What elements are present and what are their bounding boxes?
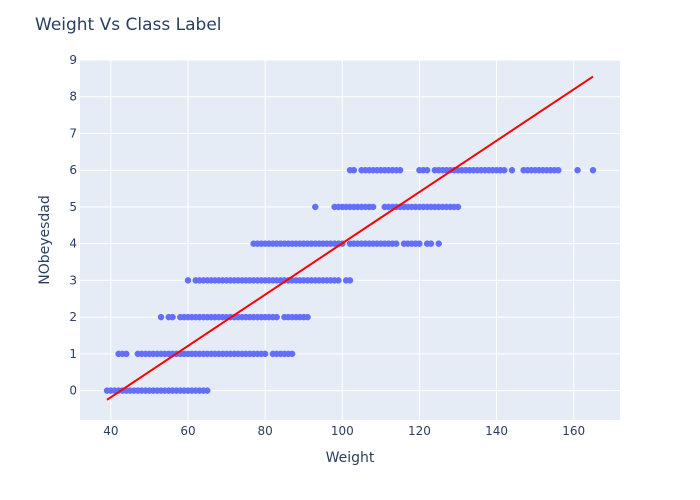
data-point bbox=[184, 277, 192, 284]
data-point bbox=[435, 240, 442, 247]
y-tick-label: 4 bbox=[69, 237, 77, 251]
data-point bbox=[312, 203, 319, 211]
data-point bbox=[304, 313, 311, 321]
data-point bbox=[427, 240, 435, 247]
data-point bbox=[123, 350, 130, 358]
y-axis-ticks: 0 1 2 3 4 5 6 7 8 9 bbox=[69, 53, 77, 398]
y-tick-label: 7 bbox=[69, 126, 77, 140]
trend-line-series bbox=[106, 75, 594, 401]
x-tick-label: 100 bbox=[331, 424, 354, 438]
x-tick-label: 140 bbox=[485, 424, 508, 438]
data-point bbox=[204, 387, 211, 394]
x-tick-label: 160 bbox=[562, 424, 585, 438]
x-tick-label: 80 bbox=[258, 424, 273, 438]
y-tick-label: 1 bbox=[69, 347, 77, 361]
y-tick-label: 0 bbox=[69, 384, 77, 398]
data-point bbox=[501, 166, 508, 174]
data-point bbox=[393, 240, 400, 247]
chart-title: Weight Vs Class Label bbox=[35, 15, 222, 35]
data-point bbox=[369, 203, 377, 211]
data-point bbox=[261, 350, 269, 358]
data-point bbox=[416, 240, 423, 247]
y-tick-label: 5 bbox=[69, 200, 77, 214]
x-tick-label: 60 bbox=[180, 424, 195, 438]
data-point bbox=[335, 277, 342, 284]
y-tick-label: 8 bbox=[69, 90, 77, 104]
data-point bbox=[396, 166, 404, 174]
data-point bbox=[350, 166, 358, 174]
y-tick-label: 9 bbox=[69, 53, 77, 67]
data-point bbox=[169, 313, 176, 321]
data-point bbox=[157, 313, 165, 321]
x-tick-label: 40 bbox=[103, 424, 118, 438]
y-tick-label: 6 bbox=[69, 163, 77, 177]
plot-area bbox=[80, 60, 620, 420]
x-grid bbox=[110, 60, 575, 420]
data-point bbox=[288, 350, 296, 358]
x-tick-label: 120 bbox=[408, 424, 431, 438]
x-axis-title: Weight bbox=[326, 450, 375, 466]
data-point bbox=[589, 166, 597, 174]
y-tick-label: 3 bbox=[69, 273, 77, 287]
data-point bbox=[273, 313, 280, 321]
data-point bbox=[423, 166, 431, 174]
data-point bbox=[555, 166, 562, 174]
trend-line bbox=[106, 75, 594, 401]
y-tick-label: 2 bbox=[69, 310, 77, 324]
y-axis-title: NObeyesdad bbox=[37, 195, 53, 285]
data-point bbox=[454, 203, 462, 211]
x-axis-ticks: 40 60 80 100 120 140 160 bbox=[103, 424, 585, 438]
data-point bbox=[574, 166, 581, 174]
data-point bbox=[346, 277, 354, 284]
data-point bbox=[508, 166, 516, 174]
